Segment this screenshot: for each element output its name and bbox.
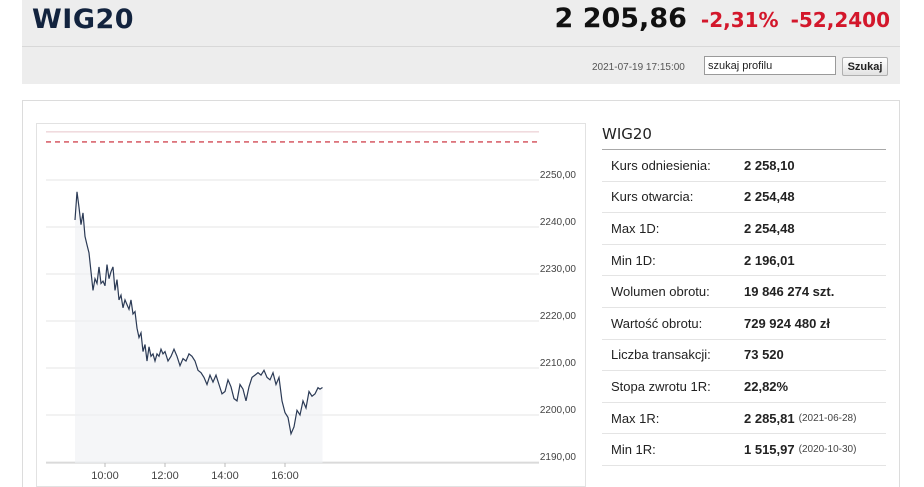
stats-label: Kurs otwarcia: — [611, 189, 694, 205]
stats-panel: WIG20 Kurs odniesienia: 2 258,10 Kurs otwa… — [602, 120, 886, 466]
stats-label: Max 1R: — [611, 410, 660, 426]
stats-value: 2 258,10 — [744, 157, 795, 173]
stats-value: 729 924 480 zł — [744, 315, 831, 331]
index-name: WIG20 — [32, 4, 135, 35]
change-percent: -2,31% — [700, 8, 779, 32]
stats-table: Kurs odniesienia: 2 258,10 Kurs otwarcia: 2… — [602, 150, 886, 466]
price-area — [75, 191, 323, 464]
stats-row: Min 1D: 2 196,01 — [602, 245, 886, 277]
stats-label: Min 1D: — [611, 252, 656, 268]
stats-value: 2 254,48 — [744, 220, 795, 236]
header-divider — [22, 46, 900, 47]
price-line — [74, 191, 323, 436]
y-tick-label: 2190,00 — [540, 452, 577, 463]
x-tick-label: 16:00 — [271, 470, 299, 482]
stats-label: Liczba transakcji: — [611, 347, 711, 363]
search-button[interactable]: Szukaj — [842, 57, 888, 76]
stats-row: Kurs otwarcia: 2 254,48 — [602, 182, 886, 214]
y-tick-label: 2220,00 — [540, 311, 577, 322]
stats-value: 2 196,01 — [744, 252, 795, 268]
stats-row: Max 1D: 2 254,48 — [602, 213, 886, 245]
x-tick-label: 12:00 — [151, 470, 179, 482]
change-absolute: -52,2400 — [790, 8, 890, 32]
y-tick-label: 2200,00 — [540, 405, 577, 416]
y-tick-label: 2210,00 — [540, 358, 577, 369]
stats-date: (2021-06-28) — [798, 412, 857, 424]
stats-value: 1 515,97 — [744, 442, 795, 458]
profile-search-input[interactable] — [704, 56, 836, 75]
x-tick-label: 14:00 — [211, 470, 239, 482]
stats-row: Kurs odniesienia: 2 258,10 — [602, 150, 886, 182]
stats-row: Stopa zwrotu 1R: 22,82% — [602, 371, 886, 403]
intraday-chart: 2250,00 2240,00 2230,00 2220,00 2210,00 2200,… — [36, 123, 586, 487]
quote-timestamp: 2021-07-19 17:15:00 — [592, 62, 685, 73]
chart-svg: 2250,00 2240,00 2230,00 2220,00 2210,00 2200,… — [36, 123, 586, 487]
stats-value: 19 846 274 szt. — [744, 284, 835, 300]
stats-title: WIG20 — [602, 120, 886, 150]
stats-row: Wartość obrotu: 729 924 480 zł — [602, 308, 886, 340]
stats-row: Wolumen obrotu: 19 846 274 szt. — [602, 276, 886, 308]
stats-label: Wartość obrotu: — [611, 315, 703, 331]
y-tick-label: 2230,00 — [540, 264, 577, 275]
current-value: 2 205,86 — [554, 3, 687, 34]
y-tick-label: 2250,00 — [540, 170, 577, 181]
stats-label: Max 1D: — [611, 220, 660, 236]
stats-label: Stopa zwrotu 1R: — [611, 378, 711, 394]
quote-header: WIG20 2 205,86 -2,31% -52,2400 2021-07-1… — [22, 0, 900, 84]
quote-summary: 2 205,86 -2,31% -52,2400 — [555, 3, 890, 34]
stats-value: 73 520 — [744, 347, 784, 363]
stats-label: Wolumen obrotu: — [611, 284, 710, 300]
stats-date: (2020-10-30) — [798, 444, 857, 456]
stats-row: Liczba transakcji: 73 520 — [602, 340, 886, 372]
x-tick-label: 10:00 — [91, 470, 119, 482]
y-tick-label: 2240,00 — [540, 217, 577, 228]
stats-label: Min 1R: — [611, 442, 656, 458]
stats-row: Min 1R: 1 515,97 (2020-10-30) — [602, 434, 886, 466]
stats-row: Max 1R: 2 285,81 (2021-06-28) — [602, 403, 886, 435]
stats-value: 2 254,48 — [744, 189, 795, 205]
stats-value: 22,82% — [744, 378, 789, 394]
stats-label: Kurs odniesienia: — [611, 157, 711, 173]
stats-value: 2 285,81 — [744, 410, 795, 426]
